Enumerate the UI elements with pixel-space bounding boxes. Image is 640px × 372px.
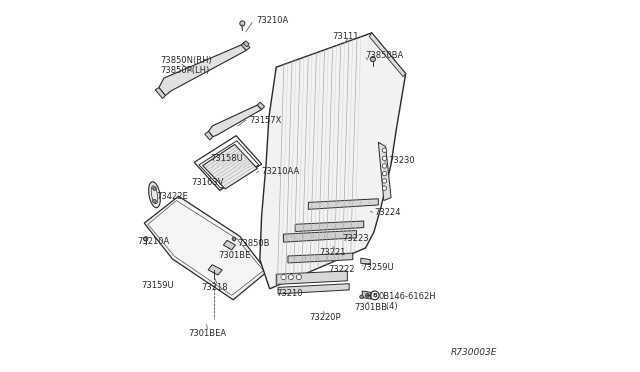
Polygon shape — [369, 33, 406, 77]
Text: 73218: 73218 — [202, 283, 228, 292]
Circle shape — [153, 187, 156, 190]
Text: 73210A: 73210A — [138, 237, 170, 246]
Circle shape — [382, 156, 387, 160]
Polygon shape — [208, 265, 222, 275]
Text: 7301BB: 7301BB — [355, 302, 388, 311]
Circle shape — [240, 21, 245, 26]
Circle shape — [382, 179, 387, 183]
Circle shape — [143, 237, 148, 241]
Circle shape — [153, 199, 156, 203]
Text: 73224: 73224 — [374, 208, 401, 218]
Text: 73210A: 73210A — [256, 16, 289, 25]
Polygon shape — [260, 33, 406, 289]
Polygon shape — [159, 45, 246, 96]
Polygon shape — [284, 231, 356, 242]
Polygon shape — [243, 41, 249, 47]
Text: 73259U: 73259U — [361, 263, 394, 272]
Text: 73230: 73230 — [388, 156, 415, 165]
Text: 73159U: 73159U — [141, 280, 174, 290]
Text: 73158U: 73158U — [211, 154, 243, 163]
Text: 0B146-6162H
   (4): 0B146-6162H (4) — [378, 292, 436, 311]
Ellipse shape — [148, 182, 161, 208]
Text: 73850N(RH)
73850P(LH): 73850N(RH) 73850P(LH) — [161, 56, 212, 75]
Text: R730003E: R730003E — [451, 348, 497, 357]
Text: 73850B: 73850B — [237, 239, 269, 248]
Text: 73210AA: 73210AA — [262, 167, 300, 176]
Polygon shape — [241, 42, 250, 50]
Polygon shape — [308, 199, 378, 209]
Polygon shape — [156, 87, 165, 99]
Polygon shape — [288, 253, 353, 263]
Text: 7301BE: 7301BE — [218, 251, 250, 260]
Text: 7301BEA: 7301BEA — [189, 329, 227, 338]
Circle shape — [288, 275, 293, 280]
Text: 73157X: 73157X — [249, 116, 282, 125]
Polygon shape — [203, 144, 257, 189]
Circle shape — [360, 295, 364, 299]
Circle shape — [371, 57, 376, 62]
Text: 73163V: 73163V — [191, 178, 224, 187]
Text: 73220P: 73220P — [309, 314, 340, 323]
Polygon shape — [362, 291, 371, 299]
Circle shape — [281, 275, 286, 280]
Polygon shape — [378, 142, 391, 201]
Circle shape — [382, 164, 387, 168]
Text: 73222: 73222 — [329, 265, 355, 274]
Polygon shape — [295, 221, 364, 231]
Polygon shape — [361, 258, 371, 265]
Circle shape — [382, 148, 387, 153]
Circle shape — [296, 275, 301, 280]
Circle shape — [382, 171, 387, 176]
Circle shape — [365, 294, 369, 297]
Text: B: B — [372, 293, 377, 298]
Polygon shape — [257, 102, 264, 109]
Text: 73422E: 73422E — [157, 192, 188, 201]
Polygon shape — [276, 271, 348, 285]
Text: 73850BA: 73850BA — [365, 51, 404, 60]
Polygon shape — [223, 240, 236, 250]
Text: 73221: 73221 — [319, 248, 346, 257]
Circle shape — [382, 186, 387, 190]
Text: 73223: 73223 — [342, 234, 369, 243]
Text: 73210: 73210 — [276, 289, 303, 298]
Polygon shape — [278, 284, 349, 294]
Polygon shape — [205, 131, 213, 140]
Circle shape — [232, 237, 236, 241]
Polygon shape — [209, 105, 262, 137]
Polygon shape — [144, 196, 267, 300]
Text: 73111: 73111 — [333, 32, 359, 41]
